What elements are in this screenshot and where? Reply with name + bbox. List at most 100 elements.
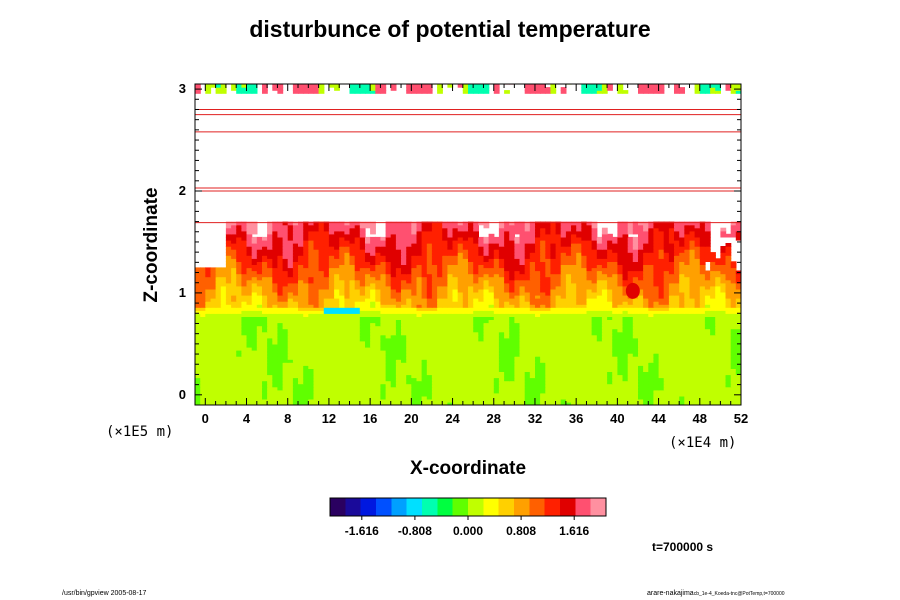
field-cell xyxy=(524,310,531,314)
field-cell xyxy=(421,356,428,360)
field-cell xyxy=(359,313,366,317)
field-cell xyxy=(488,273,495,278)
field-cell xyxy=(426,279,433,284)
field-cell xyxy=(668,301,675,305)
field-cell xyxy=(365,337,371,342)
field-cell xyxy=(679,264,685,269)
field-cell xyxy=(638,298,644,302)
field-cell xyxy=(390,359,397,363)
field-cell xyxy=(349,386,356,391)
field-cell xyxy=(663,401,670,405)
field-cell xyxy=(601,273,608,278)
field-cell xyxy=(591,334,598,339)
field-cell xyxy=(365,285,371,290)
field-cell xyxy=(488,383,495,388)
field-cell xyxy=(437,383,443,388)
field-cell xyxy=(462,374,469,379)
field-cell xyxy=(411,261,418,265)
field-cell xyxy=(725,392,732,397)
field-cell xyxy=(704,276,711,281)
field-cell xyxy=(215,368,222,372)
field-cell xyxy=(540,359,546,363)
field-cell xyxy=(498,395,505,400)
field-cell xyxy=(462,337,469,342)
field-cell xyxy=(550,288,557,293)
field-cell xyxy=(699,316,706,320)
field-cell xyxy=(375,359,382,363)
field-cell xyxy=(545,261,552,265)
field-cell xyxy=(339,389,345,394)
field-cell xyxy=(442,316,448,320)
field-cell xyxy=(519,301,526,305)
field-cell xyxy=(380,356,387,360)
field-cell xyxy=(509,291,515,296)
field-cell xyxy=(694,288,701,293)
field-cell xyxy=(437,362,443,366)
field-cell xyxy=(298,294,304,299)
field-cell xyxy=(349,371,356,376)
field-cell xyxy=(555,288,562,293)
field-cell xyxy=(478,368,485,372)
field-cell xyxy=(334,401,340,405)
field-cell xyxy=(617,386,624,391)
field-cell xyxy=(370,261,376,265)
field-cell xyxy=(473,346,479,351)
field-cell xyxy=(328,368,335,372)
field-cell xyxy=(277,377,284,382)
field-cell xyxy=(627,298,634,302)
field-cell xyxy=(601,301,608,305)
field-cell xyxy=(648,276,655,281)
field-cell xyxy=(488,304,495,308)
field-cell xyxy=(354,270,361,275)
field-cell xyxy=(674,316,680,320)
field-cell xyxy=(349,282,356,287)
field-cell xyxy=(560,398,567,403)
field-cell xyxy=(684,267,691,272)
field-cell xyxy=(318,353,325,357)
field-cell xyxy=(483,307,490,311)
field-cell xyxy=(365,294,371,299)
field-cell xyxy=(576,389,582,394)
field-cell xyxy=(735,334,741,339)
field-cell xyxy=(478,346,485,351)
field-cell xyxy=(380,328,387,333)
field-cell xyxy=(493,316,500,320)
field-cell xyxy=(236,322,242,327)
field-cell xyxy=(457,301,464,305)
field-cell xyxy=(591,325,598,330)
field-cell xyxy=(256,383,263,388)
field-cell xyxy=(200,276,206,281)
field-cell xyxy=(231,389,237,394)
field-cell xyxy=(586,304,593,308)
field-cell xyxy=(308,383,315,388)
field-cell xyxy=(354,331,361,336)
field-cell xyxy=(586,380,593,385)
field-cell xyxy=(303,294,309,299)
field-cell xyxy=(581,374,588,379)
field-cell xyxy=(267,313,273,317)
field-cell xyxy=(200,310,206,314)
field-cell xyxy=(277,353,284,357)
field-cell xyxy=(498,285,505,290)
field-cell xyxy=(519,291,526,296)
field-cell xyxy=(462,368,469,372)
field-cell xyxy=(699,383,706,388)
field-cell xyxy=(334,310,340,314)
field-cell xyxy=(576,270,582,275)
field-cell xyxy=(730,307,737,311)
field-cell xyxy=(375,258,382,262)
field-cell xyxy=(380,340,387,345)
field-cell xyxy=(256,301,263,305)
field-cell xyxy=(493,322,500,327)
field-cell xyxy=(349,270,356,275)
field-cell xyxy=(272,359,279,363)
field-cell xyxy=(493,301,500,305)
field-cell xyxy=(638,288,644,293)
field-cell xyxy=(225,298,232,302)
field-cell xyxy=(328,282,335,287)
field-cell xyxy=(359,374,366,379)
field-cell xyxy=(334,389,340,394)
field-cell xyxy=(545,273,552,278)
field-cell xyxy=(648,288,655,293)
field-cell xyxy=(565,307,572,311)
